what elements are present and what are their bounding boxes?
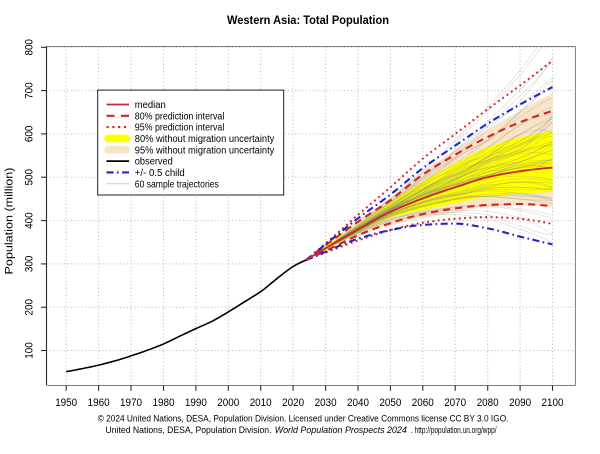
svg-text:2100: 2100 xyxy=(542,397,564,409)
svg-text:2070: 2070 xyxy=(444,397,466,409)
svg-text:+/- 0.5 child: +/- 0.5 child xyxy=(135,168,185,179)
svg-text:95% prediction interval: 95% prediction interval xyxy=(135,123,225,134)
svg-text:2010: 2010 xyxy=(250,397,272,409)
svg-text:2020: 2020 xyxy=(282,397,304,409)
svg-text:1980: 1980 xyxy=(153,397,175,409)
svg-text:median: median xyxy=(135,100,166,111)
svg-text:2040: 2040 xyxy=(347,397,369,409)
svg-text:2080: 2080 xyxy=(477,397,499,409)
svg-text:© 2024 United Nations, DESA, P: © 2024 United Nations, DESA, Population … xyxy=(98,413,509,424)
svg-text:2030: 2030 xyxy=(315,397,337,409)
svg-text:80% without migration uncertai: 80% without migration uncertainty xyxy=(135,134,274,145)
svg-text:2000: 2000 xyxy=(217,397,239,409)
svg-text:600: 600 xyxy=(24,126,36,143)
svg-text:95% without migration uncertai: 95% without migration uncertainty xyxy=(135,145,274,156)
svg-text:300: 300 xyxy=(24,256,36,273)
svg-text:1960: 1960 xyxy=(88,397,110,409)
svg-text:100: 100 xyxy=(24,342,36,359)
svg-text:. http://population.un.org/wpp: . http://population.un.org/wpp/ xyxy=(411,425,497,436)
svg-text:400: 400 xyxy=(24,212,36,229)
svg-text:observed: observed xyxy=(135,157,173,168)
svg-text:World Population Prospects 202: World Population Prospects 2024 xyxy=(275,425,407,436)
svg-text:1970: 1970 xyxy=(120,397,142,409)
svg-text:2050: 2050 xyxy=(379,397,401,409)
svg-text:500: 500 xyxy=(24,169,36,186)
svg-text:200: 200 xyxy=(24,299,36,316)
svg-text:700: 700 xyxy=(24,82,36,99)
svg-text:1950: 1950 xyxy=(55,397,77,409)
svg-text:Western Asia: Total Population: Western Asia: Total Population xyxy=(227,13,389,27)
svg-text:Population (million): Population (million) xyxy=(4,168,16,275)
svg-text:800: 800 xyxy=(24,39,36,56)
svg-text:80% prediction interval: 80% prediction interval xyxy=(135,111,225,122)
svg-text:United Nations, DESA, Populati: United Nations, DESA, Population Divisio… xyxy=(106,425,272,436)
svg-text:60 sample trajectories: 60 sample trajectories xyxy=(135,179,219,190)
svg-text:1990: 1990 xyxy=(185,397,207,409)
svg-text:2090: 2090 xyxy=(509,397,531,409)
svg-text:2060: 2060 xyxy=(412,397,434,409)
